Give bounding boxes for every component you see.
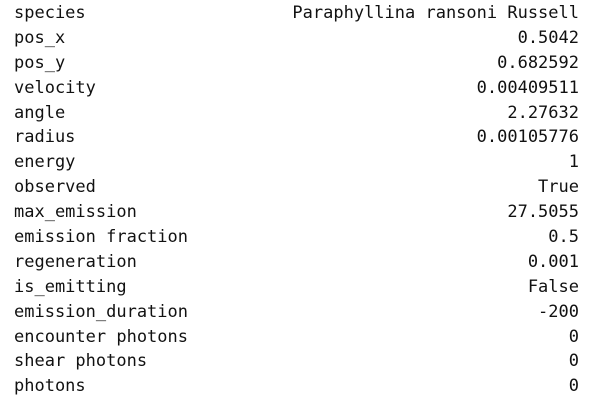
field-row-emission-duration: emission_duration -200 [0, 300, 593, 325]
field-row-angle: angle 2.27632 [0, 101, 593, 126]
field-value: 0 [568, 376, 579, 397]
field-value: 0.5 [548, 227, 579, 248]
field-key: species [14, 3, 86, 23]
field-key: emission_duration [14, 301, 188, 322]
field-key: is_emitting [14, 276, 127, 297]
field-row-species: species Paraphyllina ransoni Russell [0, 1, 593, 26]
field-value: 0.5042 [517, 27, 579, 48]
field-key: pos_y [14, 52, 66, 73]
field-key: regeneration [14, 251, 137, 272]
field-row-regeneration: regeneration 0.001 [0, 250, 593, 275]
field-value: True [538, 177, 579, 198]
field-key: radius [14, 127, 76, 148]
field-value: 0 [568, 326, 579, 347]
field-key: pos_x [14, 27, 66, 48]
field-row-radius: radius 0.00105776 [0, 125, 593, 150]
field-row-energy: energy 1 [0, 150, 593, 175]
field-value: -200 [538, 301, 579, 322]
field-value: 0 [568, 351, 579, 372]
field-row-pos-x: pos_x 0.5042 [0, 26, 593, 51]
field-row-max-emission: max_emission 27.5055 [0, 200, 593, 225]
field-row-encounter-photons: encounter photons 0 [0, 325, 593, 350]
field-key: emission fraction [14, 227, 188, 248]
field-value: 27.5055 [507, 202, 579, 223]
field-value: 2.27632 [507, 102, 579, 123]
field-row-shear-photons: shear photons 0 [0, 349, 593, 374]
field-row-pos-y: pos_y 0.682592 [0, 51, 593, 76]
field-row-emission-fraction: emission fraction 0.5 [0, 225, 593, 250]
field-row-is-emitting: is_emitting False [0, 275, 593, 300]
field-value: 0.001 [527, 251, 579, 272]
field-row-photons: photons 0 [0, 374, 593, 399]
field-row-velocity: velocity 0.00409511 [0, 76, 593, 101]
field-key: observed [14, 177, 96, 198]
field-key: max_emission [14, 202, 137, 223]
field-value: 0.00409511 [476, 77, 579, 98]
field-key: velocity [14, 77, 96, 98]
field-value: 0.682592 [497, 52, 579, 73]
field-value: 0.00105776 [476, 127, 579, 148]
field-key: encounter photons [14, 326, 188, 347]
field-key: angle [14, 102, 66, 123]
field-key: shear photons [14, 351, 148, 372]
field-key: energy [14, 152, 76, 173]
field-value: 1 [568, 152, 579, 173]
field-key: photons [14, 376, 86, 397]
field-value: False [527, 276, 579, 297]
field-value: Paraphyllina ransoni Russell [292, 3, 579, 23]
field-row-observed: observed True [0, 175, 593, 200]
